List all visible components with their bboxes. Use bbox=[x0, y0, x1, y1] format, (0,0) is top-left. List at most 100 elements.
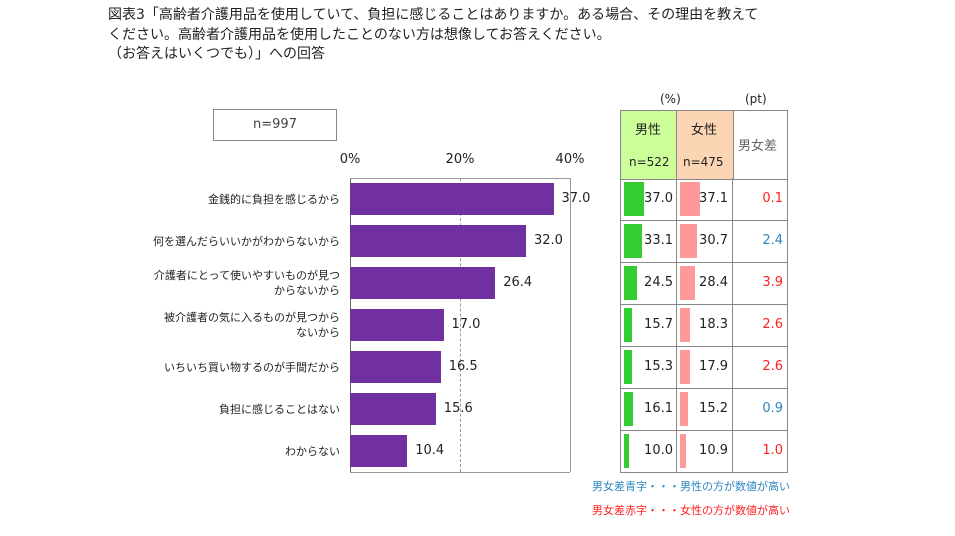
bar-chart: 0% 20% 40% 金銭的に負担を感じるから 37.0 何を選んだらいいかがわからないか… bbox=[140, 152, 591, 473]
table-row: 10.0 10.9 1.0 bbox=[620, 430, 788, 473]
bar bbox=[350, 435, 408, 467]
category-label: 何を選んだらいいかがわからないから bbox=[140, 234, 340, 249]
diff-value: 2.6 bbox=[762, 359, 783, 374]
female-header: 女性 n=475 bbox=[677, 111, 734, 179]
category-label: 金銭的に負担を感じるから bbox=[140, 192, 340, 207]
gridline bbox=[570, 178, 571, 472]
data-label: 17.0 bbox=[451, 317, 481, 332]
sample-size-box: n=997 bbox=[213, 109, 337, 141]
category-label-line: 介護者にとって使いやすいものが見つ bbox=[153, 269, 340, 282]
x-tick-label: 20% bbox=[445, 152, 475, 167]
female-value: 37.1 bbox=[699, 191, 728, 206]
category-label-line: 何を選んだらいいかがわからないから bbox=[153, 234, 340, 248]
female-value: 10.9 bbox=[699, 443, 728, 458]
category-label-line: からないから bbox=[274, 284, 340, 297]
female-bar bbox=[680, 392, 689, 426]
male-value: 16.1 bbox=[644, 401, 673, 416]
female-value: 15.2 bbox=[699, 401, 728, 416]
bar bbox=[350, 393, 436, 425]
column-divider bbox=[676, 220, 677, 262]
gridline bbox=[460, 178, 461, 472]
table-row: 16.1 15.2 0.9 bbox=[620, 388, 788, 431]
table-row: 24.5 28.4 3.9 bbox=[620, 262, 788, 305]
category-label-line: ないから bbox=[296, 326, 340, 339]
category-label: わからない bbox=[140, 444, 340, 459]
note-red: 男女差赤字・・・女性の方が数値が高い bbox=[592, 504, 790, 517]
male-label: 男性 bbox=[635, 123, 662, 138]
data-label: 10.4 bbox=[415, 443, 445, 458]
diff-value: 0.1 bbox=[762, 191, 783, 206]
title-line: ください。高齢者介護用品を使用したことのない方は想像してお答えください。 bbox=[108, 26, 611, 43]
diff-value: 1.0 bbox=[762, 443, 783, 458]
female-value: 18.3 bbox=[699, 317, 728, 332]
bar bbox=[350, 225, 526, 257]
column-divider bbox=[732, 388, 733, 430]
female-bar bbox=[680, 224, 697, 258]
male-bar bbox=[624, 392, 633, 426]
title-line: 図表3「高齢者介護用品を使用していて、負担に感じることはありますか。ある場合、そ… bbox=[108, 7, 759, 23]
diff-value: 2.4 bbox=[762, 233, 783, 248]
data-label: 32.0 bbox=[534, 233, 563, 248]
column-divider bbox=[732, 346, 733, 388]
table-header: 男性 n=522 女性 n=475 男女差 bbox=[620, 110, 788, 180]
bar bbox=[350, 183, 554, 215]
category-label: 介護者にとって使いやすいものが見つからないから bbox=[140, 268, 340, 298]
male-bar bbox=[624, 434, 630, 468]
unit-pt: (pt) bbox=[745, 92, 767, 106]
data-label: 15.6 bbox=[443, 401, 473, 416]
female-label: 女性 bbox=[691, 123, 718, 138]
x-tick-label: 40% bbox=[555, 152, 585, 167]
category-label-line: 負担に感じることはない bbox=[219, 402, 340, 416]
table-row: 37.0 37.1 0.1 bbox=[620, 178, 788, 221]
table-row: 33.1 30.7 2.4 bbox=[620, 220, 788, 263]
column-divider bbox=[732, 304, 733, 346]
data-label: 37.0 bbox=[561, 191, 591, 206]
male-value: 24.5 bbox=[644, 275, 673, 290]
female-bar bbox=[680, 308, 690, 342]
female-bar bbox=[680, 434, 686, 468]
category-label: いちいち買い物するのが手間だから bbox=[140, 360, 340, 375]
table-row: 15.3 17.9 2.6 bbox=[620, 346, 788, 389]
male-value: 33.1 bbox=[644, 233, 673, 248]
diff-value: 3.9 bbox=[762, 275, 783, 290]
male-value: 15.7 bbox=[644, 317, 673, 332]
female-bar bbox=[680, 182, 701, 216]
column-divider bbox=[732, 178, 733, 220]
chart-title: 図表3「高齢者介護用品を使用していて、負担に感じることはありますか。ある場合、そ… bbox=[108, 6, 758, 65]
bar bbox=[350, 267, 496, 299]
category-label: 被介護者の気に入るものが見つからないから bbox=[140, 310, 340, 340]
female-bar bbox=[680, 266, 696, 300]
plot-top bbox=[350, 178, 570, 179]
female-value: 28.4 bbox=[699, 275, 728, 290]
male-value: 37.0 bbox=[644, 191, 673, 206]
male-bar bbox=[624, 224, 642, 258]
plot-bottom bbox=[350, 472, 570, 473]
column-divider bbox=[732, 262, 733, 304]
female-value: 30.7 bbox=[699, 233, 728, 248]
column-divider bbox=[676, 304, 677, 346]
male-value: 10.0 bbox=[644, 443, 673, 458]
female-bar bbox=[680, 350, 690, 384]
diff-label: 男女差 bbox=[738, 139, 778, 154]
table-row: 15.7 18.3 2.6 bbox=[620, 304, 788, 347]
category-label-line: 被介護者の気に入るものが見つから bbox=[164, 311, 340, 324]
diff-value: 0.9 bbox=[762, 401, 783, 416]
male-bar bbox=[624, 182, 644, 216]
male-n: n=522 bbox=[629, 155, 670, 169]
unit-pct: (%) bbox=[660, 92, 681, 106]
note-blue: 男女差青字・・・男性の方が数値が高い bbox=[592, 480, 790, 493]
data-label: 16.5 bbox=[448, 359, 478, 374]
male-header: 男性 n=522 bbox=[621, 111, 677, 179]
male-bar bbox=[624, 266, 638, 300]
column-divider bbox=[732, 220, 733, 262]
column-divider bbox=[732, 430, 733, 472]
female-value: 17.9 bbox=[699, 359, 728, 374]
column-divider bbox=[676, 430, 677, 472]
bar bbox=[350, 309, 444, 341]
x-tick-label: 0% bbox=[339, 152, 361, 167]
category-label-line: いちいち買い物するのが手間だから bbox=[164, 360, 340, 374]
category-label-line: わからない bbox=[285, 444, 340, 458]
male-value: 15.3 bbox=[644, 359, 673, 374]
male-bar bbox=[624, 350, 633, 384]
column-divider bbox=[676, 178, 677, 220]
